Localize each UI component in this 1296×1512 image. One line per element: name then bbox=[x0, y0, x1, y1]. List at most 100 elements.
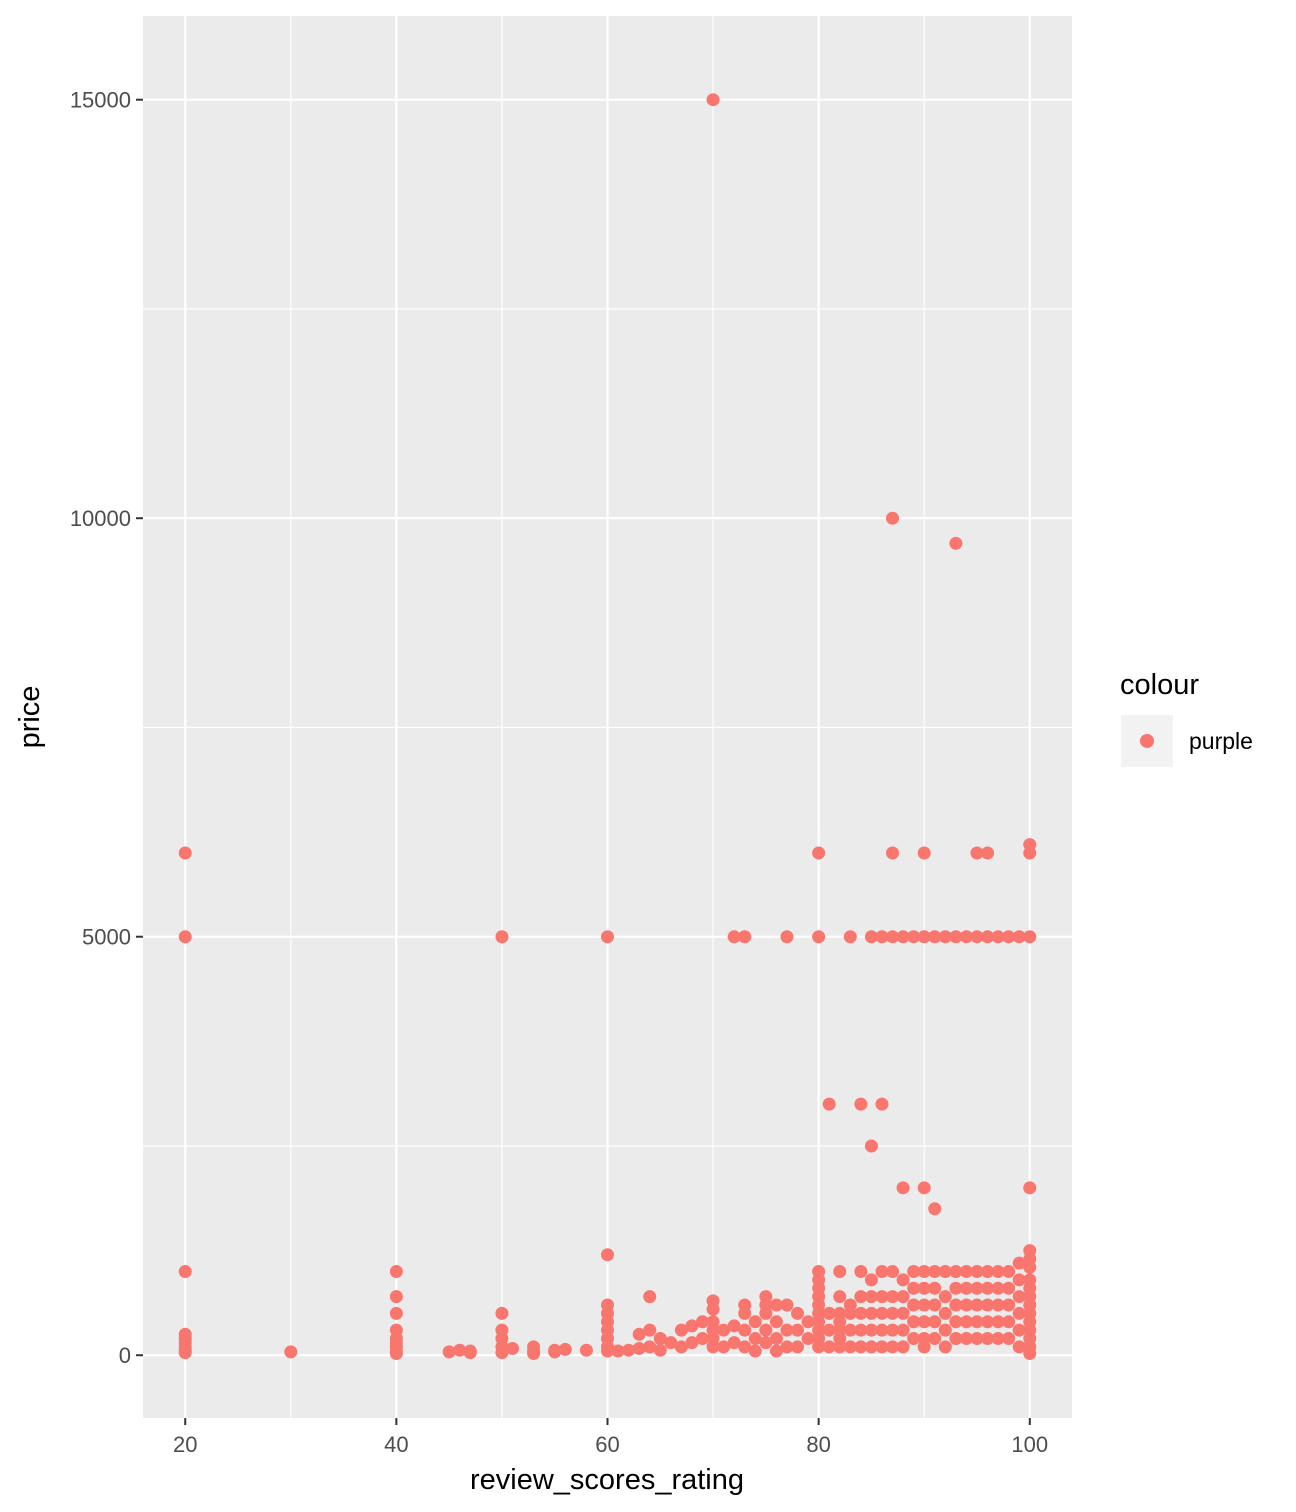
data-point bbox=[875, 1340, 889, 1354]
data-point bbox=[854, 1340, 868, 1354]
data-point bbox=[970, 1298, 984, 1312]
data-point bbox=[864, 1139, 878, 1153]
data-point bbox=[389, 1306, 403, 1320]
data-point bbox=[1002, 1281, 1016, 1295]
data-point bbox=[759, 1336, 773, 1350]
data-point bbox=[1023, 930, 1037, 944]
data-point bbox=[938, 1306, 952, 1320]
data-point bbox=[622, 1343, 636, 1357]
data-point bbox=[801, 1315, 815, 1329]
data-point bbox=[917, 1281, 931, 1295]
data-point bbox=[959, 1281, 973, 1295]
data-point bbox=[886, 846, 900, 860]
data-point bbox=[854, 1306, 868, 1320]
data-point bbox=[959, 1265, 973, 1279]
data-point bbox=[178, 1265, 192, 1279]
data-point bbox=[759, 1306, 773, 1320]
data-point bbox=[1012, 1256, 1026, 1270]
data-point bbox=[1023, 1347, 1037, 1361]
data-point bbox=[727, 930, 741, 944]
data-point bbox=[696, 1315, 710, 1329]
data-point bbox=[791, 1340, 805, 1354]
data-point bbox=[886, 1306, 900, 1320]
data-point bbox=[453, 1343, 467, 1357]
legend-entry-purple: purple bbox=[1189, 728, 1253, 754]
data-point bbox=[527, 1347, 541, 1361]
data-point bbox=[854, 1265, 868, 1279]
data-point bbox=[1012, 1290, 1026, 1304]
data-point bbox=[601, 1248, 614, 1262]
data-point bbox=[748, 1331, 762, 1345]
data-point bbox=[495, 1306, 509, 1320]
data-point bbox=[928, 1265, 942, 1279]
data-point bbox=[178, 846, 192, 860]
data-point bbox=[896, 1181, 910, 1195]
y-tick-label: 5000 bbox=[82, 925, 131, 950]
data-point bbox=[991, 1298, 1005, 1312]
data-point bbox=[833, 1340, 847, 1354]
data-point bbox=[738, 1306, 752, 1320]
data-point bbox=[1012, 1340, 1026, 1354]
data-point bbox=[389, 1265, 403, 1279]
data-points bbox=[178, 93, 1037, 1361]
data-point bbox=[864, 1323, 878, 1337]
data-point bbox=[833, 1265, 847, 1279]
data-point bbox=[938, 1290, 952, 1304]
data-point bbox=[928, 1315, 942, 1329]
data-point bbox=[981, 1331, 995, 1345]
data-point bbox=[886, 1340, 900, 1354]
data-point bbox=[558, 1342, 572, 1356]
data-point bbox=[664, 1336, 678, 1350]
data-point bbox=[896, 1340, 910, 1354]
data-point bbox=[579, 1343, 593, 1357]
data-point bbox=[389, 1290, 403, 1304]
data-point bbox=[949, 1265, 963, 1279]
data-point bbox=[1002, 1315, 1016, 1329]
data-point bbox=[959, 1331, 973, 1345]
data-point bbox=[685, 1336, 699, 1350]
data-point bbox=[812, 1340, 826, 1354]
data-point bbox=[991, 1281, 1005, 1295]
data-point bbox=[896, 1273, 910, 1287]
data-point bbox=[696, 1331, 710, 1345]
data-point bbox=[886, 511, 900, 525]
data-point bbox=[812, 846, 826, 860]
data-point bbox=[917, 930, 931, 944]
y-axis-title: price bbox=[14, 686, 46, 749]
data-point bbox=[970, 1265, 984, 1279]
data-point bbox=[896, 1290, 910, 1304]
data-point bbox=[801, 1331, 815, 1345]
data-point bbox=[643, 1323, 657, 1337]
data-point bbox=[505, 1342, 519, 1356]
data-point bbox=[886, 1265, 900, 1279]
data-point bbox=[643, 1340, 657, 1354]
data-point bbox=[854, 1290, 868, 1304]
data-point bbox=[959, 1298, 973, 1312]
data-point bbox=[907, 1331, 921, 1345]
data-point bbox=[981, 1265, 995, 1279]
data-point bbox=[949, 1315, 963, 1329]
data-point bbox=[1012, 1273, 1026, 1287]
data-point bbox=[738, 1323, 752, 1337]
data-point bbox=[727, 1319, 741, 1333]
data-point bbox=[970, 1315, 984, 1329]
data-point bbox=[727, 1336, 741, 1350]
data-point bbox=[970, 1331, 984, 1345]
data-point bbox=[949, 536, 963, 550]
data-point bbox=[981, 1315, 995, 1329]
data-point bbox=[991, 930, 1005, 944]
data-point bbox=[822, 1340, 836, 1354]
data-point bbox=[822, 1097, 836, 1111]
data-point bbox=[981, 930, 995, 944]
data-point bbox=[674, 1340, 688, 1354]
data-point bbox=[833, 1290, 847, 1304]
data-point bbox=[601, 930, 614, 944]
data-point bbox=[959, 930, 973, 944]
data-point bbox=[780, 1323, 794, 1337]
data-point bbox=[917, 1315, 931, 1329]
data-point bbox=[759, 1323, 773, 1337]
data-point bbox=[928, 930, 942, 944]
data-point bbox=[907, 1298, 921, 1312]
data-point bbox=[463, 1344, 477, 1358]
data-point bbox=[959, 1315, 973, 1329]
